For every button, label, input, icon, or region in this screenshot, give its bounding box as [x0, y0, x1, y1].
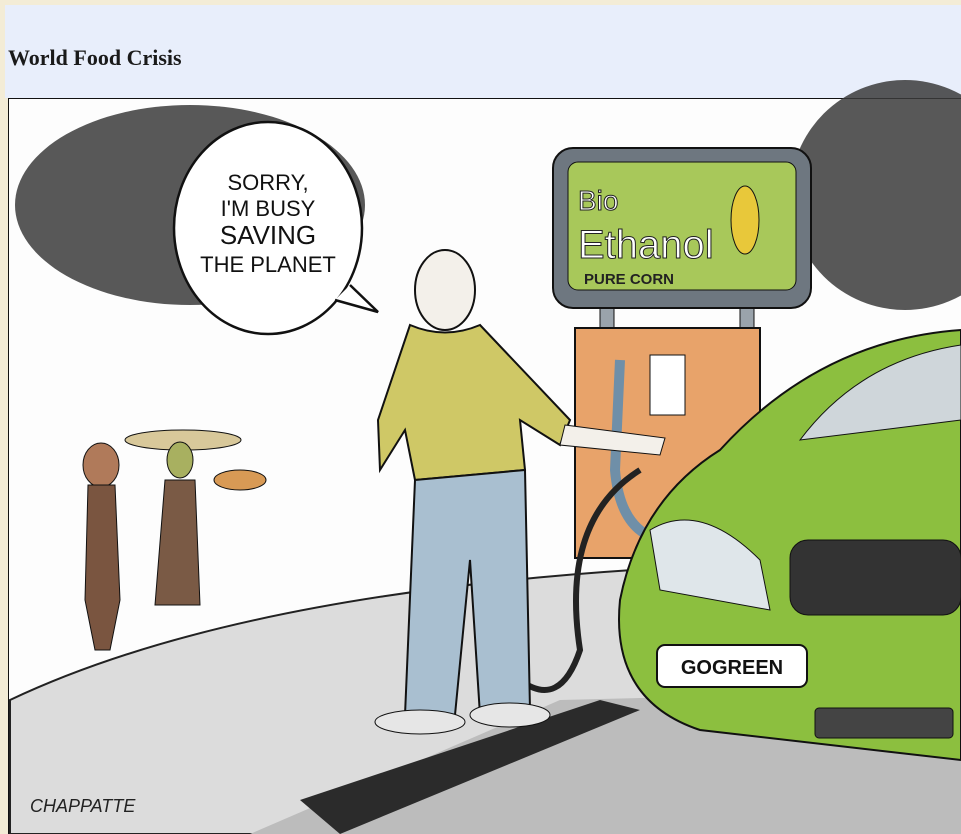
- corn-icon: [731, 186, 759, 254]
- speech-line: I'M BUSY: [221, 196, 316, 221]
- child-head: [83, 443, 119, 487]
- cartoon: SORRY, I'M BUSY SAVING THE PLANET Bio Et…: [0, 0, 961, 834]
- license-plate-text: GOGREEN: [681, 657, 783, 679]
- sign-text: Bio: [578, 185, 618, 216]
- body: World Food Crisis SORRY, I'M BUSY SAVING…: [0, 0, 961, 834]
- sign-text: PURE CORN: [584, 271, 674, 288]
- page: World Food Crisis {"page": {"title": "Wo…: [0, 0, 961, 834]
- man-head: [415, 250, 475, 330]
- man-shoe: [375, 710, 465, 734]
- child-body: [85, 485, 120, 650]
- sign-text: Ethanol: [578, 223, 714, 267]
- man-shoe: [470, 703, 550, 727]
- page-frame: World Food Crisis SORRY, I'M BUSY SAVING…: [0, 0, 961, 834]
- speech-line: SAVING: [220, 220, 316, 250]
- speech-line: THE PLANET: [200, 252, 336, 277]
- speech-line: SORRY,: [227, 170, 308, 195]
- signature: CHAPPATTE: [30, 796, 136, 816]
- child-head: [167, 442, 193, 478]
- empty-bowl: [214, 470, 266, 490]
- pump-keypad: [650, 355, 685, 415]
- rear-plate: [815, 708, 953, 738]
- car-grille: [790, 540, 961, 615]
